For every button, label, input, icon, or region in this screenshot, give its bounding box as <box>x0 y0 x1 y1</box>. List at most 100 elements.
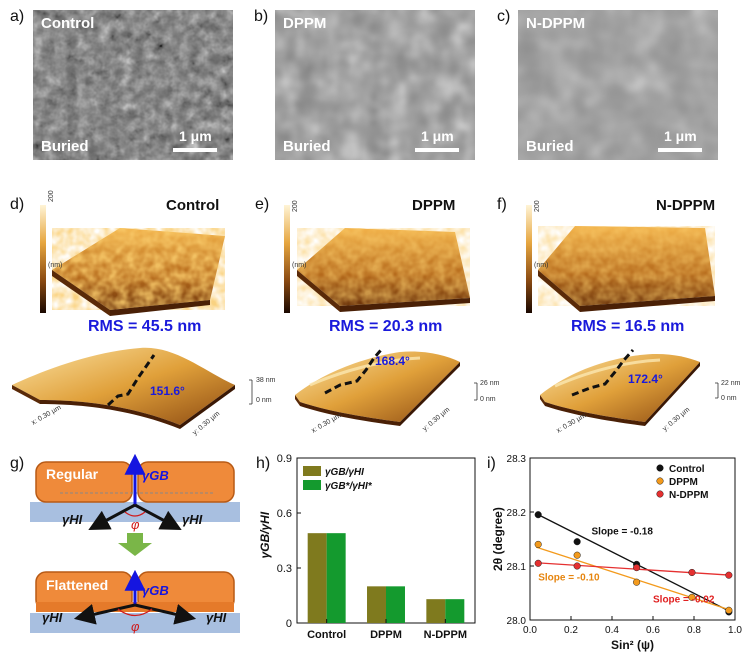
chart-i-point-2-3 <box>688 568 696 577</box>
gamma-hi-right-regular: γHI <box>182 512 203 527</box>
panel-d-letter: d) <box>10 196 25 213</box>
afm-title-control: Control <box>166 197 220 214</box>
rms-dppm: RMS = 20.3 nm <box>329 318 443 335</box>
rms-control: RMS = 45.5 nm <box>88 318 202 335</box>
chart-i-legend-marker <box>656 477 664 485</box>
chart-i-ytick-label: 28.1 <box>507 562 527 573</box>
chart-i-ytick-label: 28.2 <box>507 508 527 519</box>
chart-i-point-2-2 <box>633 564 641 572</box>
chart-h-legend-swatch <box>303 466 321 476</box>
chart-h-bar-0-2 <box>426 599 446 623</box>
cbar-top-d: 200 <box>48 190 55 202</box>
chart-h-ytick-label: 0.6 <box>277 508 292 520</box>
chart-h-bar-1-2 <box>445 599 465 623</box>
chart-i-xtick-label: 0.6 <box>646 625 660 636</box>
afm-surface-dppm <box>297 228 470 312</box>
sem-title-ndppm: N-DPPM <box>526 15 586 32</box>
afm-title-ndppm: N-DPPM <box>656 197 716 214</box>
sem-title-control: Control <box>41 15 95 32</box>
panel-b-letter: b) <box>254 8 269 25</box>
afm-colorbar-e <box>284 205 290 313</box>
sem-image-dppm: DPPM Buried 1 μm <box>275 10 475 160</box>
chart-i-point-0-0 <box>534 511 542 519</box>
chart-h-xtick-label: Control <box>307 629 346 641</box>
afm-surface-ndppm <box>538 226 715 312</box>
schematic-regular <box>30 453 240 530</box>
chart-i-ylabel: 2θ (degree) <box>491 507 505 571</box>
scale-bar-control <box>173 148 217 152</box>
chart-i-legend-label: DPPM <box>669 477 698 488</box>
scale-bar-dppm <box>415 148 459 152</box>
chart-i-point-1-3 <box>688 593 696 601</box>
height-label-dppm: 26 nm <box>480 380 500 387</box>
panel-c-letter: c) <box>497 8 511 25</box>
sem-title-dppm: DPPM <box>283 15 327 32</box>
sem-buried-dppm: Buried <box>283 138 331 155</box>
chart-h-bar-1-0 <box>326 533 346 623</box>
chart-h-xtick-label: N-DPPM <box>424 629 467 641</box>
chart-h-bar-0-1 <box>367 586 386 623</box>
height-label-control: 38 nm <box>256 377 276 384</box>
panel-f-letter: f) <box>497 196 507 213</box>
chart-i-point-1-2 <box>633 578 641 586</box>
panel-g-letter: g) <box>10 455 25 472</box>
chart-i-legend-label: N-DPPM <box>669 490 708 501</box>
cbar-unit-f: (nm) <box>534 262 549 269</box>
chart-h-bar-1-1 <box>386 586 405 623</box>
sem-texture-dppm <box>275 10 475 160</box>
afm-surface-control <box>52 228 225 316</box>
chart-i-point-2-4 <box>725 571 733 579</box>
chart-i-legend-marker <box>656 464 664 472</box>
phi-flattened: φ <box>131 619 140 634</box>
chart-h-legend-label: γGB/γHI <box>325 467 364 478</box>
chart-i-slope-2: Slope = -0.02 <box>653 595 715 606</box>
zero-label-dppm: 0 nm <box>480 396 496 403</box>
sem-buried-ndppm: Buried <box>526 138 574 155</box>
chart-i-legend-label: Control <box>669 464 705 475</box>
cbar-unit-e: (nm) <box>292 262 307 269</box>
chart-i-point-1-0 <box>534 540 542 548</box>
afm-zoom-control <box>12 347 235 429</box>
sem-image-ndppm: N-DPPM Buried 1 μm <box>518 10 718 160</box>
afm-zoom-ndppm <box>540 348 700 426</box>
panel-h-letter: h) <box>256 455 271 472</box>
chart-h-ytick-label: 0 <box>286 618 292 630</box>
chart-h-legend-label: γGB*/γHI* <box>325 481 373 492</box>
chart-i-xtick-label: 0.0 <box>523 625 537 636</box>
chart-i-xtick-label: 0.4 <box>605 625 619 636</box>
chart-i-point-1-1 <box>573 551 581 559</box>
chart-i-xtick-label: 0.8 <box>687 625 701 636</box>
height-scale-ndppm <box>715 382 719 399</box>
afm-zoom-dppm <box>295 349 460 426</box>
chart-i-legend-marker <box>656 490 664 498</box>
panel-i-letter: i) <box>487 455 496 472</box>
chart-h-bar-0-0 <box>307 533 327 623</box>
cbar-unit-d: (nm) <box>48 262 63 269</box>
sem-texture-ndppm <box>518 10 718 160</box>
chart-i-frame <box>529 457 736 621</box>
afm-title-dppm: DPPM <box>412 197 456 214</box>
height-label-ndppm: 22 nm <box>721 380 741 387</box>
chart-h-ytick-label: 0.9 <box>277 453 292 465</box>
panel-e-letter: e) <box>255 196 270 213</box>
sem-image-control: Control Buried 1 μm <box>33 10 233 160</box>
phi-regular: φ <box>131 517 140 532</box>
chart-h-xtick-label: DPPM <box>370 629 402 641</box>
schematic-flattened <box>30 569 240 633</box>
angle-ndppm: 172.4° <box>628 372 663 386</box>
height-scale-dppm <box>474 382 478 401</box>
cbar-top-e: 200 <box>292 200 299 212</box>
chart-i-scatter: 28.0 28.1 28.2 28.3 0.0 0.2 0.4 0.6 0.8 1.0 Sin² (… <box>491 454 742 652</box>
label-regular: Regular <box>46 466 99 482</box>
angle-dppm: 168.4° <box>375 354 410 368</box>
scale-bar-label-ndppm: 1 μm <box>664 128 697 144</box>
scale-bar-ndppm <box>658 148 702 152</box>
chart-i-point-2-0 <box>534 559 542 567</box>
chart-h-bar: 0 0.3 0.6 0.9 Control DPPM N-DPPM γGB/γHI γGB/γH… <box>258 453 476 641</box>
afm-colorbar-d <box>40 205 46 313</box>
zero-label-ndppm: 0 nm <box>721 395 737 402</box>
gamma-hi-right-flattened: γHI <box>206 610 227 625</box>
scale-bar-label-dppm: 1 μm <box>421 128 454 144</box>
schematic-arrow-down <box>118 533 152 556</box>
chart-i-point-0-1 <box>573 538 581 546</box>
